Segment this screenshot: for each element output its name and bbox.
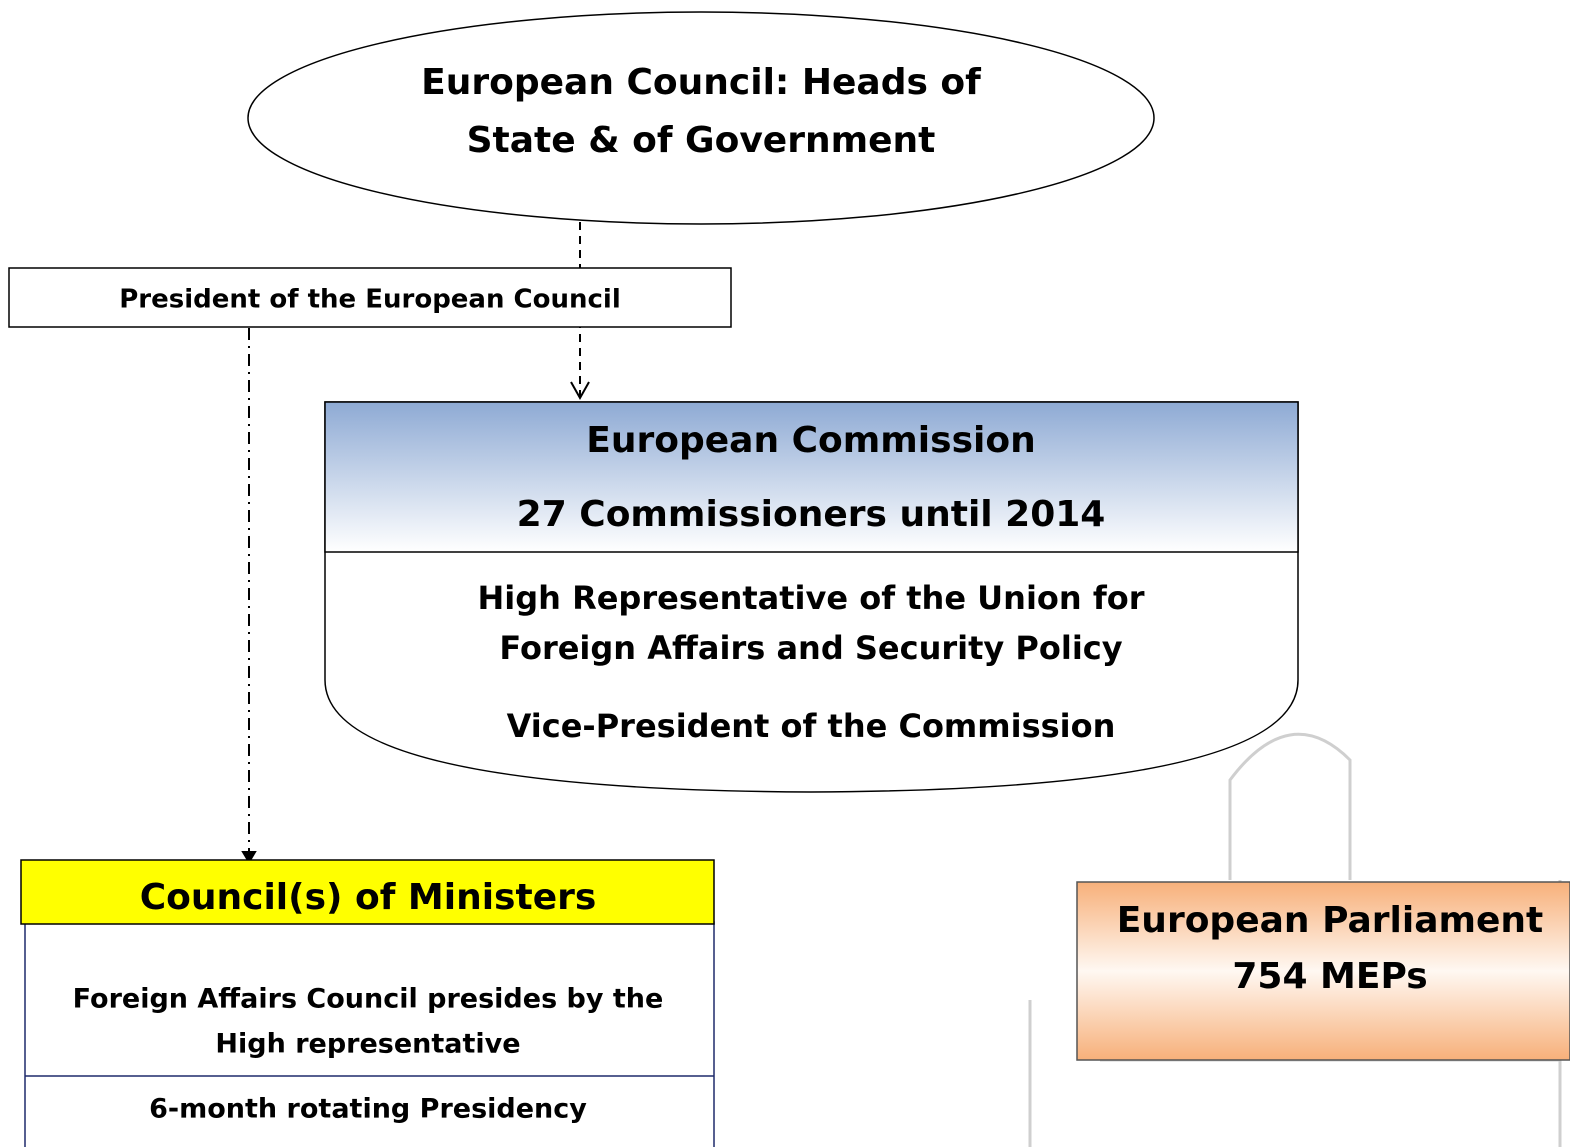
president-box [8, 267, 732, 328]
node-detail: High representative [215, 1029, 520, 1060]
node-label: European Commission [586, 420, 1035, 461]
node-label: European Council: Heads of [421, 62, 981, 103]
council-ellipse [247, 11, 1155, 225]
node-label: State & of Government [467, 120, 936, 161]
node-detail: Foreign Affairs Council presides by the [73, 984, 664, 1015]
node-detail: Foreign Affairs and Security Policy [499, 629, 1122, 667]
council-body [24, 921, 715, 1147]
node-detail: High Representative of the Union for [478, 579, 1145, 617]
parliament-box [1076, 881, 1570, 1061]
node-label: 27 Commissioners until 2014 [517, 494, 1106, 535]
commission-header [324, 401, 1299, 553]
node-label: Council(s) of Ministers [140, 877, 597, 918]
node-label: 754 MEPs [1232, 956, 1427, 997]
council-header [20, 859, 715, 925]
node-label: European Parliament [1117, 900, 1544, 941]
connectors [241, 208, 590, 864]
node-detail: Vice-President of the Commission [507, 707, 1116, 745]
node-label: President of the European Council [119, 285, 621, 315]
node-detail: 6-month rotating Presidency [149, 1094, 587, 1125]
